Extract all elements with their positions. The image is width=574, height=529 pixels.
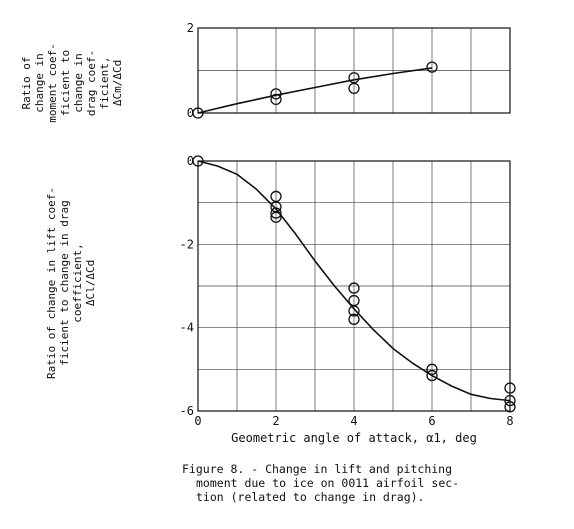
x-tick-label: 4	[350, 414, 357, 428]
y-label-line: drag coef-	[85, 50, 98, 116]
x-tick-label: 0	[194, 414, 201, 428]
data-point	[426, 369, 438, 382]
y-tick-label: -4	[180, 321, 194, 335]
caption-line-3: tion (related to change in drag).	[196, 490, 425, 504]
y-label-line: Ratio of	[20, 57, 33, 110]
y-label-line: moment coef-	[46, 43, 59, 122]
y-tick-label: 0	[187, 154, 194, 168]
y-label-symbol: ΔCl/ΔCd	[84, 260, 97, 306]
y-label-line: ficient to change in drag	[58, 200, 71, 366]
y-label-line: ficient to	[59, 50, 72, 116]
data-point	[270, 207, 282, 219]
moment-ratio-plot-frame	[197, 27, 511, 114]
figure-caption: Figure 8. - Change in lift and pitching …	[182, 462, 522, 504]
lift-ratio-plot-frame	[197, 160, 511, 412]
data-point	[348, 282, 360, 294]
caption-line-2: moment due to ice on 0011 airfoil sec-	[196, 476, 460, 490]
data-point	[348, 294, 360, 307]
x-tick-label: 6	[428, 414, 435, 428]
y-tick-label: 0	[187, 106, 194, 120]
lift-ratio-x-axis-label: Geometric angle of attack, α1, deg	[231, 431, 477, 445]
lift-ratio-y-tick-labels: 0 -2 -4 -6	[180, 154, 194, 418]
y-label-line: change in	[33, 53, 46, 113]
data-point	[192, 155, 204, 167]
data-point	[504, 401, 516, 413]
moment-ratio-y-tick-labels: 02	[187, 21, 194, 120]
y-tick-label: -2	[180, 237, 194, 251]
x-tick-label: 2	[272, 414, 279, 428]
data-point	[270, 211, 282, 223]
y-label-line: change in	[72, 53, 85, 113]
y-label-symbol: ΔCm/ΔCd	[111, 60, 124, 106]
lift-ratio-y-axis-label: Ratio of change in lift coef-ficient to …	[45, 187, 97, 379]
y-label-line: coefficient,	[71, 243, 84, 322]
data-point	[270, 190, 282, 203]
lift-ratio-fit-curve	[197, 160, 511, 402]
data-point	[270, 88, 282, 100]
moment-ratio-grid	[198, 28, 510, 113]
data-point	[270, 93, 282, 106]
moment-ratio-y-axis-label: Ratio of change in moment coef-ficient to c…	[20, 43, 124, 122]
x-tick-label: 8	[506, 414, 513, 428]
data-point	[192, 107, 204, 119]
moment-ratio-chart: 02 Ratio of change in moment coef-ficient …	[20, 21, 511, 123]
caption-line-1: Figure 8. - Change in lift and pitching	[182, 462, 453, 476]
moment-ratio-fit-curve	[197, 67, 433, 114]
lift-ratio-x-tick-labels: 0 2 4 6 8	[194, 414, 513, 428]
data-point	[426, 363, 438, 375]
data-point	[348, 72, 360, 84]
data-point	[348, 313, 360, 325]
y-tick-label: -6	[180, 404, 194, 418]
lift-ratio-grid	[198, 161, 510, 411]
y-label-line: Ratio of change in lift coef-	[45, 187, 58, 379]
y-label-line: ficient,	[98, 57, 111, 110]
data-point	[426, 61, 438, 73]
lift-ratio-chart: 0 -2 -4 -6 0 2 4 6 8 Ratio of change in lift co…	[45, 154, 516, 445]
moment-ratio-data-points	[192, 61, 438, 119]
y-tick-label: 2	[187, 21, 194, 35]
data-point	[504, 394, 516, 407]
lift-ratio-data-points	[192, 155, 516, 413]
data-point	[348, 82, 360, 94]
data-point	[504, 382, 516, 394]
data-point	[348, 305, 360, 317]
